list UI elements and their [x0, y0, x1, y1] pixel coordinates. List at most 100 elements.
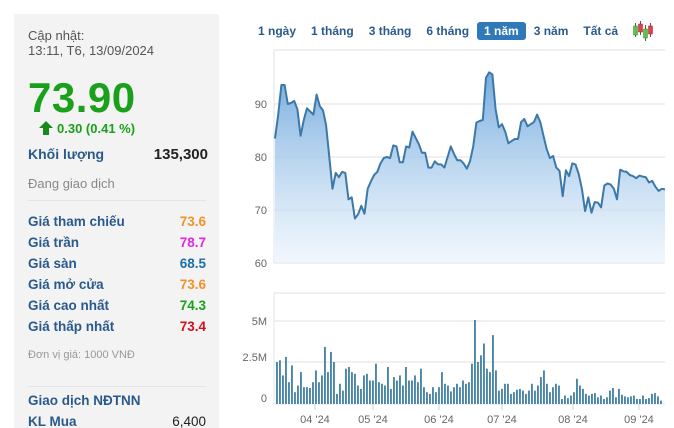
volume-bar [378, 382, 380, 404]
volume-bar [444, 383, 446, 404]
volume-bar [297, 385, 299, 404]
volume-bar [501, 388, 503, 404]
stat-value: 73.6 [179, 214, 206, 229]
volume-bar [540, 377, 542, 404]
volume-bar [516, 389, 518, 404]
volume-bar [534, 390, 536, 404]
stat-value: 73.4 [179, 319, 206, 334]
tab-1-month[interactable]: 1 tháng [311, 24, 354, 38]
volume-bar [648, 398, 650, 404]
y-tick-70: 70 [255, 205, 267, 217]
volume-value: 135,300 [153, 146, 208, 163]
volume-bar [375, 363, 377, 404]
volume-bar [414, 375, 416, 404]
x-axis: 04 '24 05 '24 06 '24 07 '24 08 '24 09 '2… [300, 404, 654, 426]
change-value: 0.30 (0.41 %) [57, 120, 136, 136]
volume-bar [387, 367, 389, 404]
volume-bar [636, 399, 638, 404]
volume-bar [660, 400, 662, 404]
price-area [275, 72, 665, 263]
volume-bar [642, 395, 644, 404]
volume-bar [357, 385, 359, 404]
tab-3-months[interactable]: 3 tháng [368, 24, 412, 38]
candlestick-chart-icon[interactable] [632, 21, 654, 41]
y-tick-80: 80 [255, 152, 267, 164]
volume-bar [351, 372, 353, 404]
x-tick-07-24: 07 '24 [487, 414, 517, 426]
stock-chart[interactable]: 90 80 70 60 5M 2.5M 0 04 '24 05 '24 06 '… [240, 44, 674, 428]
volume-bar [558, 385, 560, 404]
volume-bar [627, 397, 629, 404]
y-tick-60: 60 [255, 258, 267, 270]
volume-bar [597, 397, 599, 404]
volume-bar [615, 397, 617, 404]
stat-value: 78.7 [179, 235, 206, 250]
volume-bar [489, 372, 491, 404]
volume-bar [459, 387, 461, 404]
price-unit-note: Đơn vị giá: 1000 VNĐ [28, 349, 135, 361]
tab-3-years[interactable]: 3 năm [533, 24, 569, 38]
volume-bar [303, 387, 305, 404]
volume-bar [399, 375, 401, 404]
x-tick-05-24: 05 '24 [358, 414, 388, 426]
stat-reference-price: Giá tham chiếu 73.6 [28, 211, 206, 232]
volume-bars [276, 320, 662, 404]
volume-bar [291, 365, 293, 404]
volume-bar [360, 388, 362, 404]
volume-bar [492, 335, 494, 404]
stat-open-price: Giá mở cửa 73.6 [28, 274, 206, 295]
volume-bar [531, 383, 533, 404]
x-tick-09-24: 09 '24 [624, 414, 654, 426]
volume-bar [315, 370, 317, 404]
volume-bar [621, 394, 623, 404]
volume-bar [612, 388, 614, 404]
volume-bar [309, 388, 311, 404]
volume-bar [594, 393, 596, 404]
volume-bar [624, 396, 626, 404]
volume-bar [432, 387, 434, 404]
volume-bar [510, 393, 512, 404]
volume-bar [396, 380, 398, 404]
current-price: 73.90 [28, 74, 136, 121]
volume-bar [393, 377, 395, 404]
stat-label: Giá trần [28, 235, 80, 250]
arrow-up-icon [39, 121, 53, 135]
volume-bar [567, 398, 569, 404]
time-range-tabs: 1 ngày 1 tháng 3 tháng 6 tháng 1 năm 3 n… [251, 21, 654, 41]
volume-bar [369, 380, 371, 404]
volume-bar [630, 396, 632, 404]
volume-bar [306, 387, 308, 404]
volume-bar [513, 392, 515, 404]
volume-bar [411, 380, 413, 404]
volume-y-axis: 5M 2.5M 0 [243, 316, 267, 405]
volume-bar [441, 372, 443, 404]
stat-label: Giá mở cửa [28, 277, 104, 292]
tab-1-year[interactable]: 1 năm [477, 22, 526, 40]
volume-bar [588, 395, 590, 404]
volume-bar [474, 320, 476, 404]
volume-bar [579, 385, 581, 404]
foreign-trading-title: Giao dịch NĐTNN [28, 393, 141, 408]
tab-1-day[interactable]: 1 ngày [258, 24, 297, 38]
volume-row: Khối lượng 135,300 [28, 146, 208, 163]
volume-bar [555, 383, 557, 404]
volume-bar [450, 391, 452, 404]
foreign-buy-row: KL Mua 6,400 [28, 414, 206, 428]
volume-bar [603, 399, 605, 404]
tab-all[interactable]: Tất cả [583, 24, 619, 38]
volume-label: Khối lượng [28, 146, 105, 162]
volume-bar [342, 390, 344, 404]
volume-bar [483, 343, 485, 404]
volume-bar [456, 383, 458, 404]
volume-bar [606, 397, 608, 404]
volume-bar [420, 368, 422, 404]
stat-high-price: Giá cao nhất 74.3 [28, 295, 206, 316]
stat-value: 74.3 [179, 298, 206, 313]
volume-bar [519, 388, 521, 404]
x-tick-08-24: 08 '24 [558, 414, 588, 426]
volume-bar [537, 385, 539, 404]
volume-bar [294, 392, 296, 404]
volume-bar [312, 382, 314, 404]
tab-6-months[interactable]: 6 tháng [426, 24, 470, 38]
volume-bar [552, 387, 554, 404]
